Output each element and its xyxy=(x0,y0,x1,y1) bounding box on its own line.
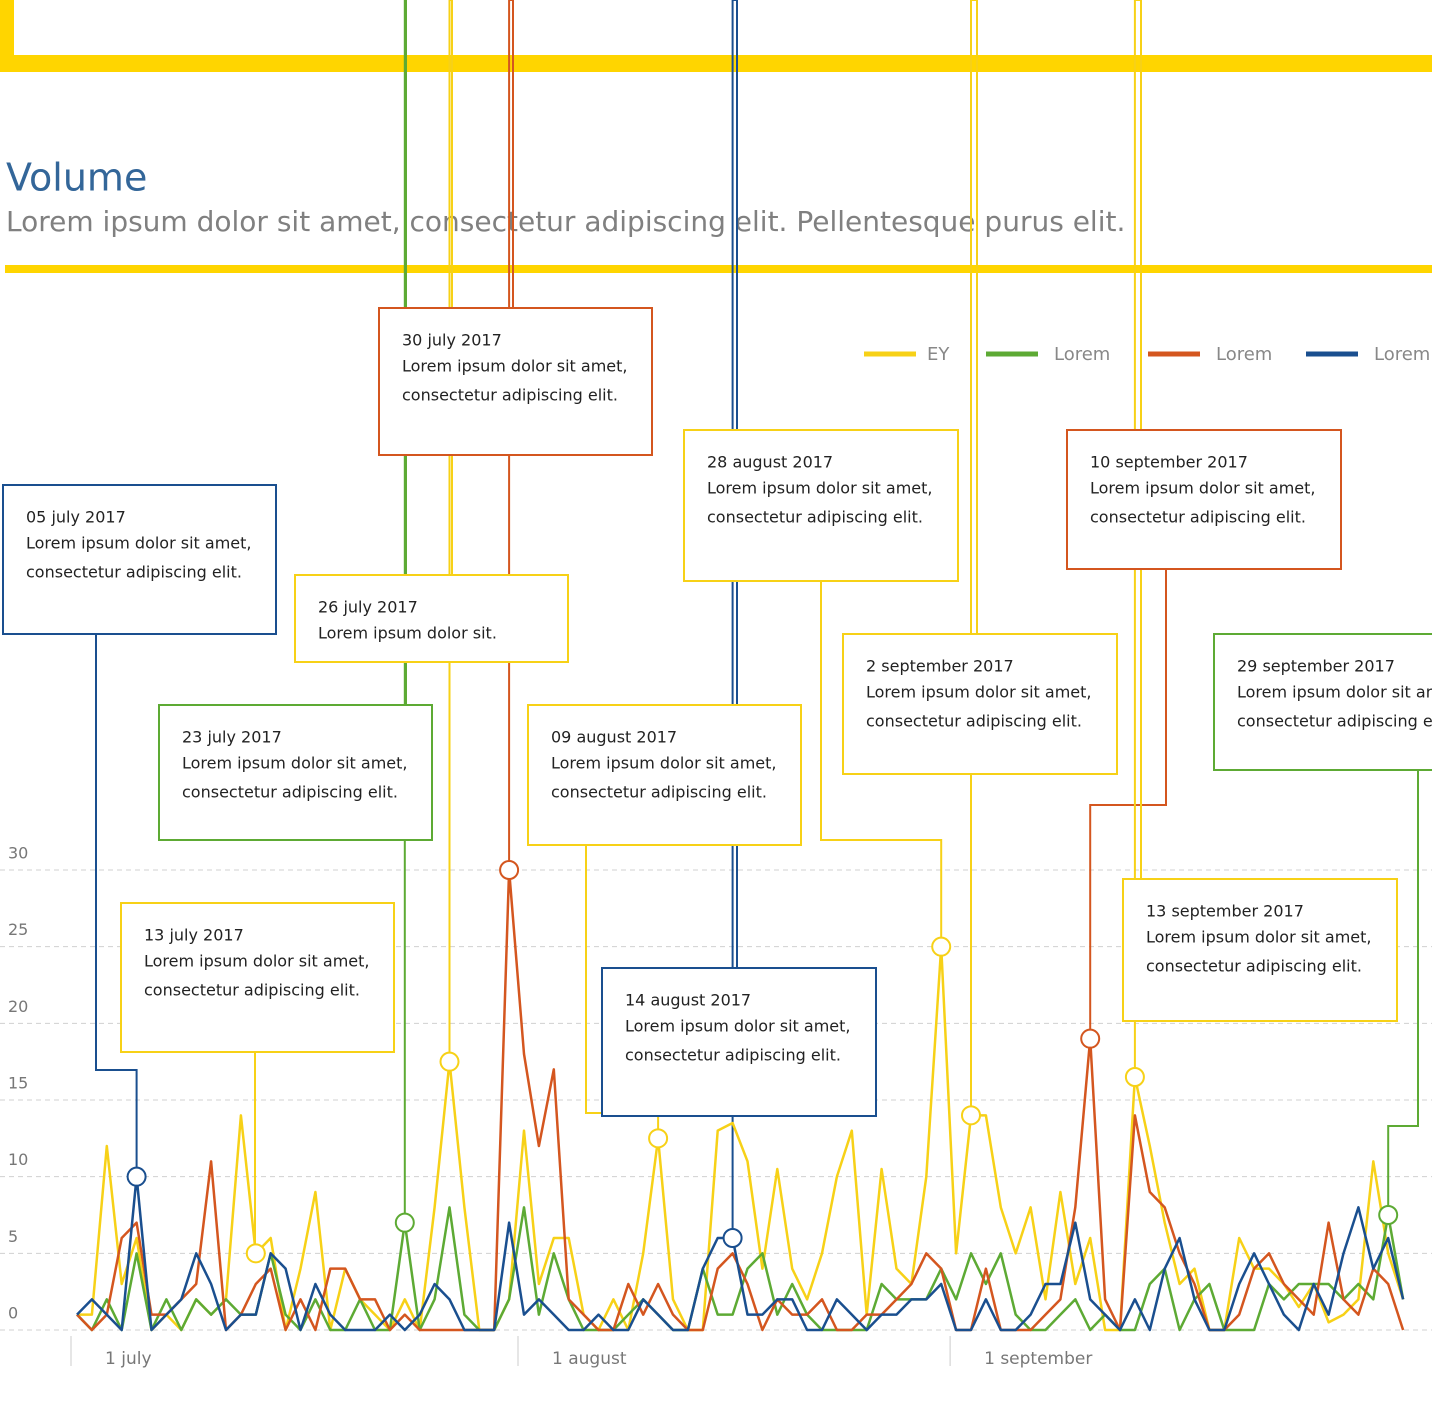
annotation-marker xyxy=(499,860,520,880)
connector xyxy=(95,634,138,1168)
annotation-box xyxy=(378,307,653,456)
series-line xyxy=(76,868,1405,1332)
y-tick-label: 5 xyxy=(8,1227,18,1246)
annotation-date: 28 august 2017 xyxy=(707,453,833,472)
y-tick-label: 10 xyxy=(8,1150,28,1169)
annotation-date: 29 september 2017 xyxy=(1237,657,1395,676)
legend-label: Lorem xyxy=(1216,344,1272,365)
annotation-date: 23 july 2017 xyxy=(182,728,282,747)
annotation-text: consectetur adipiscing elit. xyxy=(625,1046,841,1065)
legend-label: EY xyxy=(927,344,950,365)
annotation-marker xyxy=(1080,1028,1101,1049)
annotation-text: Lorem ipsum dolor sit amet, xyxy=(182,754,408,773)
top-bar xyxy=(0,55,1432,72)
separator xyxy=(5,265,1432,273)
annotation-text: Lorem ipsum dolor sit. xyxy=(318,624,497,643)
x-tick-label: 1 august xyxy=(552,1349,627,1369)
annotation-marker xyxy=(245,1243,266,1264)
connector xyxy=(970,0,978,1107)
annotation-date: 05 july 2017 xyxy=(26,508,126,527)
x-tick-label: 1 july xyxy=(105,1349,152,1369)
annotation-text: consectetur adipiscing elit. xyxy=(1090,508,1306,527)
annotation-marker xyxy=(439,1051,460,1072)
y-tick-label: 25 xyxy=(8,920,28,939)
annotation-date: 26 july 2017 xyxy=(318,598,418,617)
annotation-box xyxy=(1122,878,1398,1022)
connector xyxy=(1089,569,1167,1030)
annotation-box xyxy=(1213,633,1432,771)
annotation-marker xyxy=(931,936,952,957)
annotation-box xyxy=(601,967,877,1117)
annotation-marker xyxy=(722,1228,743,1248)
connector xyxy=(820,581,943,938)
legend-label: Lorem xyxy=(1054,344,1110,365)
annotation-text: consectetur adipiscing elit. xyxy=(551,783,767,802)
annotation-text: consectetur adipiscing elit. xyxy=(1146,957,1362,976)
connector xyxy=(448,0,453,1053)
chart-title: Volume xyxy=(6,156,147,200)
annotation-date: 2 september 2017 xyxy=(866,657,1014,676)
annotation-box xyxy=(2,484,277,635)
annotation-marker xyxy=(1124,1067,1145,1087)
y-tick-label: 15 xyxy=(8,1074,28,1093)
annotation-text: Lorem ipsum dolor sit amet, xyxy=(625,1017,851,1036)
annotation-date: 09 august 2017 xyxy=(551,728,677,747)
y-tick-label: 0 xyxy=(8,1304,18,1323)
annotation-box xyxy=(1066,429,1342,570)
annotation-text: consectetur adipiscing elit. xyxy=(402,386,618,405)
annotation-text: Lorem ipsum dolor sit amet, xyxy=(144,952,370,971)
annotation-date: 13 july 2017 xyxy=(144,926,244,945)
annotation-text: consectetur adipiscing elit. xyxy=(1237,712,1432,731)
series-line xyxy=(77,945,1405,1332)
annotation-marker xyxy=(961,1105,981,1126)
y-tick-label: 30 xyxy=(8,844,28,863)
connector xyxy=(1387,770,1419,1206)
annotation-text: Lorem ipsum dolor sit amet, xyxy=(707,479,933,498)
annotation-text: consectetur adipiscing elit. xyxy=(26,563,242,582)
series-line xyxy=(76,1175,1405,1332)
annotation-text: Lorem ipsum dolor sit amet, xyxy=(1090,479,1316,498)
annotation-box xyxy=(120,902,395,1053)
annotation-box xyxy=(294,574,569,663)
annotation-box xyxy=(527,704,802,846)
annotation-box xyxy=(842,633,1118,775)
annotation-text: Lorem ipsum dolor sit amet, xyxy=(1237,683,1432,702)
series-line xyxy=(76,1206,1405,1332)
annotation-date: 30 july 2017 xyxy=(402,331,502,350)
annotation-date: 13 september 2017 xyxy=(1146,902,1304,921)
legend-label: Lorem xyxy=(1374,344,1430,365)
y-tick-label: 20 xyxy=(8,997,28,1016)
x-tick-label: 1 september xyxy=(984,1349,1092,1369)
annotation-text: consectetur adipiscing elit. xyxy=(144,981,360,1000)
annotation-text: Lorem ipsum dolor sit amet, xyxy=(402,357,628,376)
chart-subtitle: Lorem ipsum dolor sit amet, consectetur … xyxy=(6,205,1125,238)
annotation-text: Lorem ipsum dolor sit amet, xyxy=(866,683,1092,702)
annotation-date: 10 september 2017 xyxy=(1090,453,1248,472)
annotation-text: consectetur adipiscing elit. xyxy=(866,712,1082,731)
annotation-marker xyxy=(1378,1205,1399,1225)
frame-edge xyxy=(0,0,14,72)
annotation-marker xyxy=(394,1212,415,1233)
annotation-marker xyxy=(126,1166,147,1187)
annotation-text: consectetur adipiscing elit. xyxy=(182,783,398,802)
annotation-text: Lorem ipsum dolor sit amet, xyxy=(26,534,252,553)
annotation-box xyxy=(683,429,959,582)
annotation-text: Lorem ipsum dolor sit amet, xyxy=(1146,928,1372,947)
annotation-text: Lorem ipsum dolor sit amet, xyxy=(551,754,777,773)
annotation-marker xyxy=(648,1128,669,1149)
annotation-text: consectetur adipiscing elit. xyxy=(707,508,923,527)
annotation-box xyxy=(158,704,433,841)
annotation-date: 14 august 2017 xyxy=(625,991,751,1010)
